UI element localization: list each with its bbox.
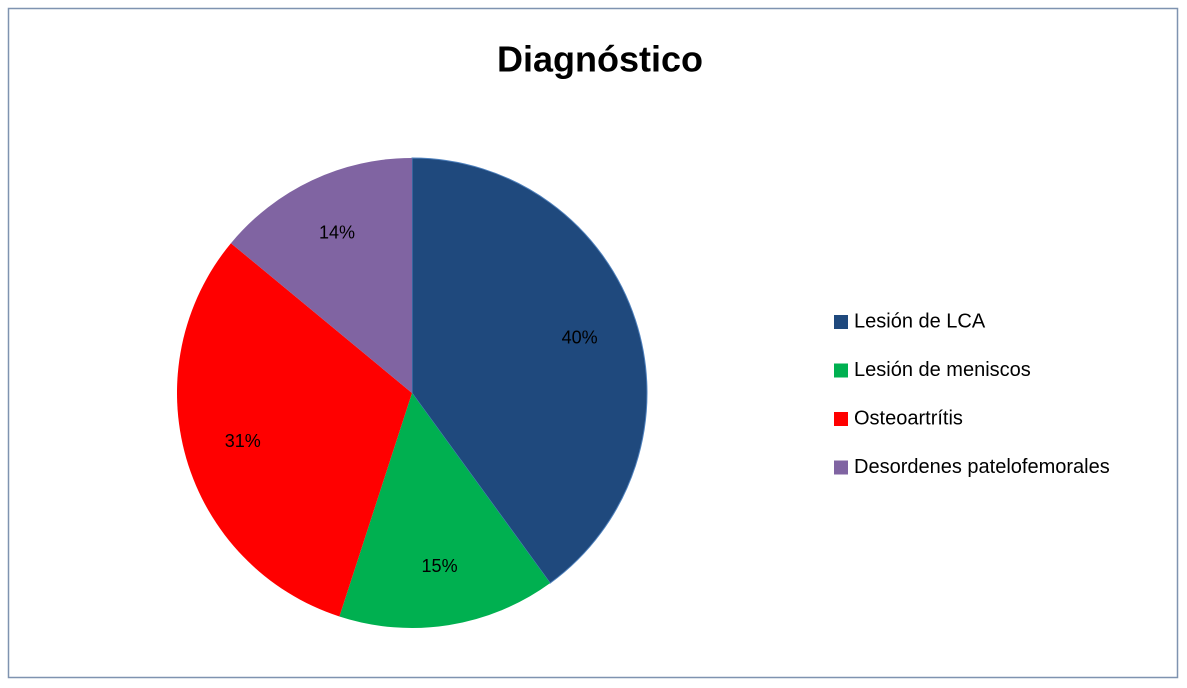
data-label: 31%	[225, 431, 261, 451]
legend-swatch	[834, 460, 848, 475]
data-label: 15%	[422, 556, 458, 576]
legend-swatch	[834, 363, 848, 378]
chart-title: Diagnóstico	[497, 39, 703, 80]
legend-swatch	[834, 412, 848, 426]
legend-label: Desordenes patelofemorales	[854, 456, 1110, 478]
legend-label: Lesión de meniscos	[854, 359, 1031, 381]
legend-swatch	[834, 315, 848, 329]
pie-slice	[411, 157, 648, 584]
legend-label: Lesión de LCA	[854, 310, 986, 332]
legend-label: Osteoartrítis	[854, 407, 963, 429]
pie-slice	[230, 158, 412, 393]
data-label: 40%	[562, 327, 598, 347]
data-label: 14%	[319, 222, 355, 242]
pie-slice	[339, 393, 551, 629]
pie-slice	[176, 243, 412, 617]
